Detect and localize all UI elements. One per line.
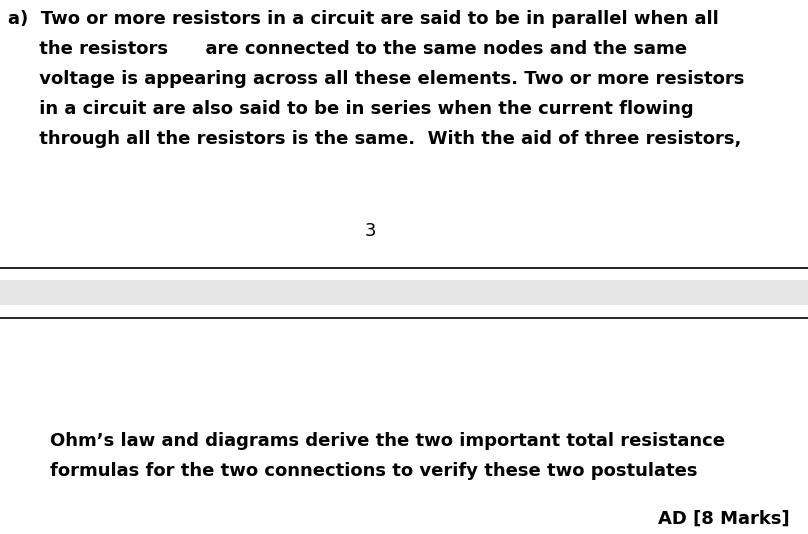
Bar <box>0 280 808 305</box>
Text: Ohm’s law and diagrams derive the two important total resistance: Ohm’s law and diagrams derive the two im… <box>50 432 725 450</box>
Text: AD [8 Marks]: AD [8 Marks] <box>659 510 790 528</box>
Text: a)  Two or more resistors in a circuit are said to be in parallel when all: a) Two or more resistors in a circuit ar… <box>8 10 719 28</box>
Text: in a circuit are also said to be in series when the current flowing: in a circuit are also said to be in seri… <box>8 100 693 118</box>
Text: through all the resistors is the same.  With the aid of three resistors,: through all the resistors is the same. W… <box>8 130 742 148</box>
Text: 3: 3 <box>364 222 376 240</box>
Text: formulas for the two connections to verify these two postulates: formulas for the two connections to veri… <box>50 462 697 480</box>
Text: voltage is appearing across all these elements. Two or more resistors: voltage is appearing across all these el… <box>8 70 744 88</box>
Text: the resistors      are connected to the same nodes and the same: the resistors are connected to the same … <box>8 40 687 58</box>
